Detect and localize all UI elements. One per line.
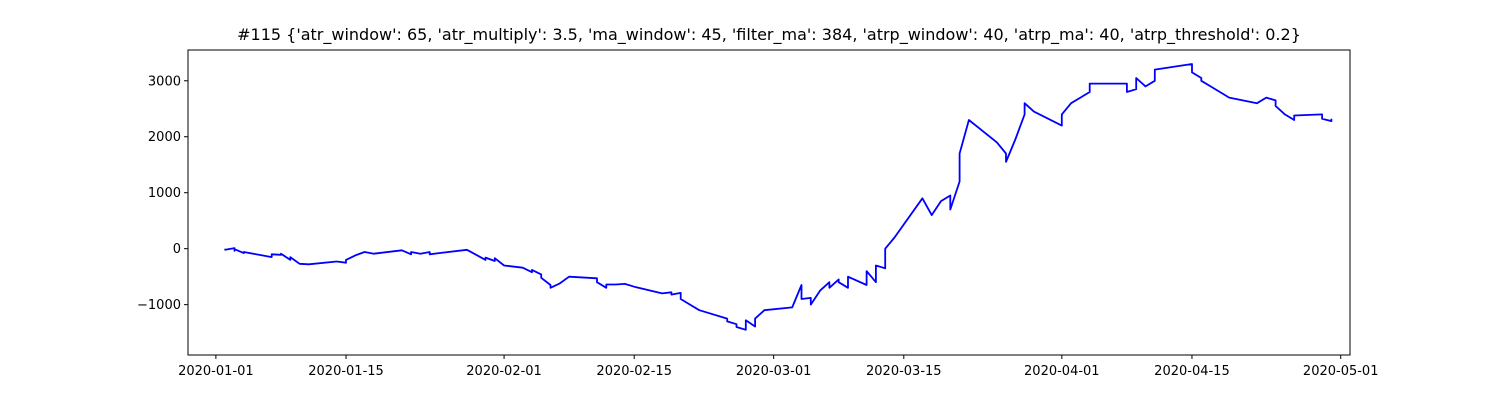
x-tick-label: 2020-04-01 [1024,364,1100,379]
series-layer [224,63,1333,331]
series-line [224,63,1333,331]
y-tick-label: 3000 [148,74,181,89]
y-tick-label: 0 [173,242,181,257]
plot-frame [187,49,1351,356]
y-axis: −1000 0 1000 2000 3000 [137,74,188,313]
x-tick-label: 2020-04-15 [1154,364,1230,379]
x-axis: 2020-01-01 2020-01-15 2020-02-01 2020-02-15… [178,355,1378,379]
chart-title: #115 {'atr_window': 65, 'atr_multiply': … [237,25,1301,45]
x-tick-label: 2020-05-01 [1303,364,1379,379]
y-tick-label: 2000 [148,130,181,145]
y-tick-label: 1000 [148,186,181,201]
x-tick-label: 2020-02-01 [466,364,542,379]
x-tick-label: 2020-01-01 [178,364,254,379]
x-tick-label: 2020-02-15 [596,364,672,379]
y-tick-label: −1000 [137,298,181,313]
x-tick-label: 2020-03-15 [866,364,942,379]
x-tick-label: 2020-03-01 [736,364,812,379]
x-tick-label: 2020-01-15 [308,364,384,379]
